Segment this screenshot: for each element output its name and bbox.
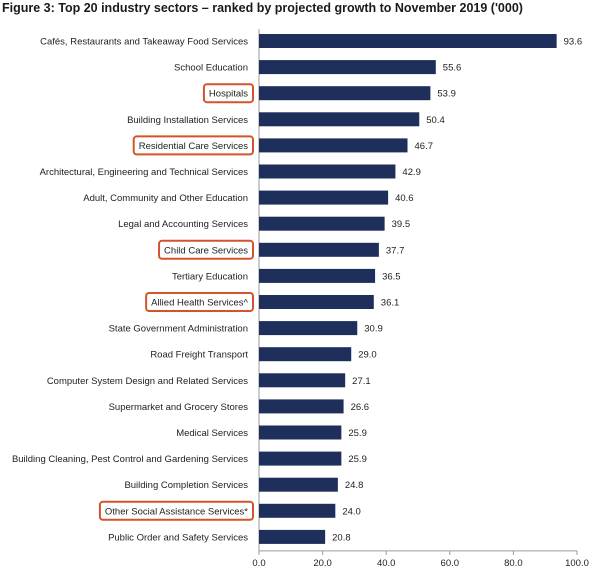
bar bbox=[259, 295, 374, 309]
bar bbox=[259, 399, 344, 414]
value-label: 36.1 bbox=[381, 298, 400, 309]
value-label: 55.6 bbox=[443, 63, 462, 74]
x-tick-label: 80.0 bbox=[504, 558, 523, 569]
bar bbox=[259, 242, 379, 257]
category-label: Legal and Accounting Services bbox=[118, 219, 248, 230]
x-tick-label: 20.0 bbox=[313, 558, 332, 569]
bar bbox=[259, 347, 352, 362]
category-label: Tertiary Education bbox=[172, 271, 248, 282]
category-label: Adult, Community and Other Education bbox=[83, 193, 248, 204]
category-label: Residential Care Services bbox=[139, 141, 249, 152]
bar bbox=[259, 425, 342, 440]
value-label: 25.9 bbox=[348, 454, 367, 465]
value-label: 25.9 bbox=[348, 428, 367, 439]
category-label: Supermarket and Grocery Stores bbox=[109, 402, 249, 413]
chart-title: Figure 3: Top 20 industry sectors – rank… bbox=[2, 1, 523, 15]
bar bbox=[259, 268, 376, 283]
bar bbox=[259, 112, 420, 127]
bar bbox=[259, 477, 338, 492]
bar bbox=[259, 321, 358, 336]
category-label: Medical Services bbox=[176, 428, 248, 439]
value-label: 40.6 bbox=[395, 193, 414, 204]
category-label: State Government Administration bbox=[109, 324, 248, 335]
value-label: 46.7 bbox=[415, 141, 434, 152]
bar bbox=[259, 138, 408, 153]
highlight-box bbox=[145, 292, 254, 312]
highlight-box bbox=[132, 135, 254, 156]
bar bbox=[259, 190, 389, 205]
x-tick-label: 0.0 bbox=[252, 558, 265, 569]
value-label: 26.6 bbox=[351, 402, 370, 413]
value-label: 93.6 bbox=[564, 37, 583, 48]
value-label: 29.0 bbox=[358, 350, 377, 361]
value-label: 37.7 bbox=[386, 245, 405, 256]
highlight-box bbox=[202, 83, 254, 104]
category-label: Child Care Services bbox=[164, 245, 248, 256]
bar bbox=[259, 451, 342, 466]
bar bbox=[259, 529, 326, 544]
category-label: Computer System Design and Related Servi… bbox=[47, 376, 248, 387]
category-label: Public Order and Safety Services bbox=[108, 532, 248, 543]
value-label: 36.5 bbox=[382, 271, 401, 282]
value-label: 30.9 bbox=[364, 324, 383, 335]
highlight-box bbox=[158, 239, 254, 260]
category-label: Building Completion Services bbox=[124, 480, 248, 491]
x-tick-label: 100.0 bbox=[565, 558, 589, 569]
bar bbox=[259, 164, 396, 179]
category-label: Building Installation Services bbox=[127, 115, 248, 126]
bar bbox=[259, 60, 436, 75]
bar bbox=[259, 503, 336, 518]
category-label: School Education bbox=[174, 63, 248, 74]
value-label: 39.5 bbox=[392, 219, 411, 230]
value-label: 24.8 bbox=[345, 480, 364, 491]
value-label: 20.8 bbox=[332, 532, 351, 543]
bar bbox=[259, 86, 431, 101]
value-label: 24.0 bbox=[342, 506, 361, 517]
category-label: Architectural, Engineering and Technical… bbox=[40, 167, 249, 178]
value-label: 27.1 bbox=[352, 376, 371, 387]
bar bbox=[259, 216, 385, 231]
category-label: Cafés, Restaurants and Takeaway Food Ser… bbox=[40, 37, 248, 48]
value-label: 42.9 bbox=[402, 167, 421, 178]
highlight-box bbox=[98, 500, 254, 521]
category-label: Other Social Assistance Services* bbox=[105, 506, 248, 517]
value-label: 50.4 bbox=[426, 115, 445, 126]
x-tick-label: 40.0 bbox=[377, 558, 396, 569]
category-label: Road Freight Transport bbox=[150, 350, 248, 361]
value-label: 53.9 bbox=[437, 89, 456, 100]
category-label: Building Cleaning, Pest Control and Gard… bbox=[12, 454, 248, 465]
bar bbox=[259, 373, 346, 388]
x-tick-label: 60.0 bbox=[441, 558, 460, 569]
category-label: Allied Health Services^ bbox=[151, 298, 248, 309]
bar bbox=[259, 34, 557, 48]
category-label: Hospitals bbox=[209, 89, 248, 100]
